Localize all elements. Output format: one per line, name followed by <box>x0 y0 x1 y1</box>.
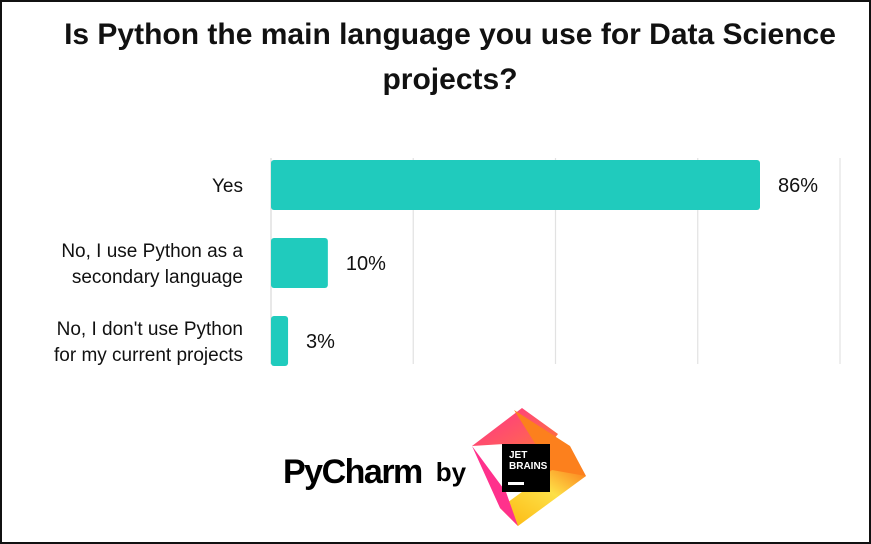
chart-title: Is Python the main language you use for … <box>64 18 836 96</box>
branding: PyCharm by <box>283 452 466 492</box>
jetbrains-text-line1: JET <box>509 450 527 461</box>
bar-3 <box>271 316 289 366</box>
by-text: by <box>435 456 467 487</box>
value-label-3: 3% <box>306 331 335 353</box>
category-label-3-line-2: for my current projects <box>54 345 243 366</box>
category-label-2-line-2: secondary language <box>72 267 243 288</box>
value-label-2: 10% <box>346 253 386 275</box>
category-label-1-line-1: Yes <box>212 176 243 197</box>
value-label-1: 86% <box>778 175 818 197</box>
category-label-2-line-1: No, I use Python as a <box>61 241 243 262</box>
pycharm-logo-text: PyCharm <box>283 452 423 491</box>
category-label-3-line-1: No, I don't use Python <box>57 319 243 340</box>
bar-2 <box>271 238 328 288</box>
bar-1 <box>271 160 760 210</box>
jetbrains-text-line2: BRAINS <box>509 461 548 472</box>
jetbrains-logo: JET BRAINS <box>472 408 586 526</box>
